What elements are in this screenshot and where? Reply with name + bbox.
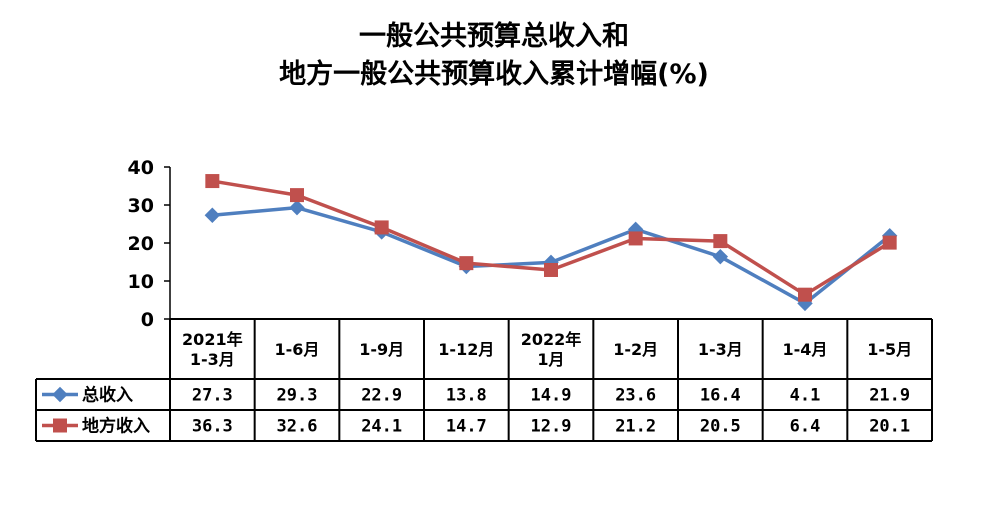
data-table-value: 32.6 (277, 417, 318, 437)
data-point-2 (544, 262, 558, 277)
data-table-value: 6.4 (790, 417, 821, 437)
data-point-2 (628, 231, 643, 246)
data-table-value: 20.5 (700, 417, 741, 437)
data-table-value: 14.9 (531, 386, 572, 406)
legend-marker-1 (52, 386, 68, 403)
data-point-1 (712, 248, 729, 265)
data-point-2 (459, 256, 474, 271)
chart-title: 一般公共预算总收入和 地方一般公共预算收入累计增幅(%) (0, 18, 988, 94)
data-table-value: 22.9 (361, 386, 402, 406)
legend-label-1: 总收入 (82, 385, 133, 406)
data-point-2 (374, 220, 389, 235)
data-point-2 (713, 234, 728, 249)
x-category-label: 1-4月 (783, 340, 828, 359)
data-table-value: 16.4 (700, 386, 741, 406)
data-table-value: 12.9 (531, 417, 572, 437)
data-table-value: 13.8 (446, 386, 487, 406)
data-point-2 (798, 287, 812, 302)
data-point-2 (882, 235, 897, 250)
y-tick-label: 30 (128, 195, 154, 217)
x-category-label: 2022年 1月 (521, 330, 582, 369)
y-tick-label: 40 (128, 157, 154, 179)
y-tick-label: 10 (128, 271, 154, 293)
data-table-value: 21.2 (615, 417, 656, 437)
data-table-value: 23.6 (615, 386, 656, 406)
data-table-value: 14.7 (446, 417, 487, 437)
legend-label-2: 地方收入 (82, 416, 150, 437)
data-table-value: 24.1 (361, 417, 402, 437)
chart-title-line-1: 一般公共预算总收入和 (359, 21, 629, 52)
x-category-label: 1-5月 (867, 340, 912, 359)
y-tick-label: 0 (141, 309, 154, 331)
data-table-value: 36.3 (192, 417, 233, 437)
data-table-value: 27.3 (192, 386, 233, 406)
x-category-label: 1-6月 (275, 340, 320, 359)
data-point-2 (205, 174, 220, 189)
data-point-2 (290, 188, 304, 203)
data-table-value: 4.1 (790, 386, 821, 406)
y-tick-label: 20 (128, 233, 154, 255)
x-category-label: 1-3月 (698, 340, 743, 359)
x-category-label: 1-2月 (613, 340, 658, 359)
x-category-label: 1-12月 (438, 340, 494, 359)
data-table-value: 21.9 (869, 386, 910, 406)
data-table-value: 29.3 (277, 386, 318, 406)
series-line-2 (212, 179, 891, 297)
x-category-label: 2021年 1-3月 (182, 330, 243, 369)
data-point-1 (204, 207, 221, 223)
x-category-label: 1-9月 (359, 340, 404, 359)
data-table-value: 20.1 (869, 417, 910, 437)
chart-title-line-2: 地方一般公共预算收入累计增幅(%) (279, 59, 709, 90)
data-point-1 (289, 199, 305, 216)
legend-marker-2 (53, 418, 67, 433)
